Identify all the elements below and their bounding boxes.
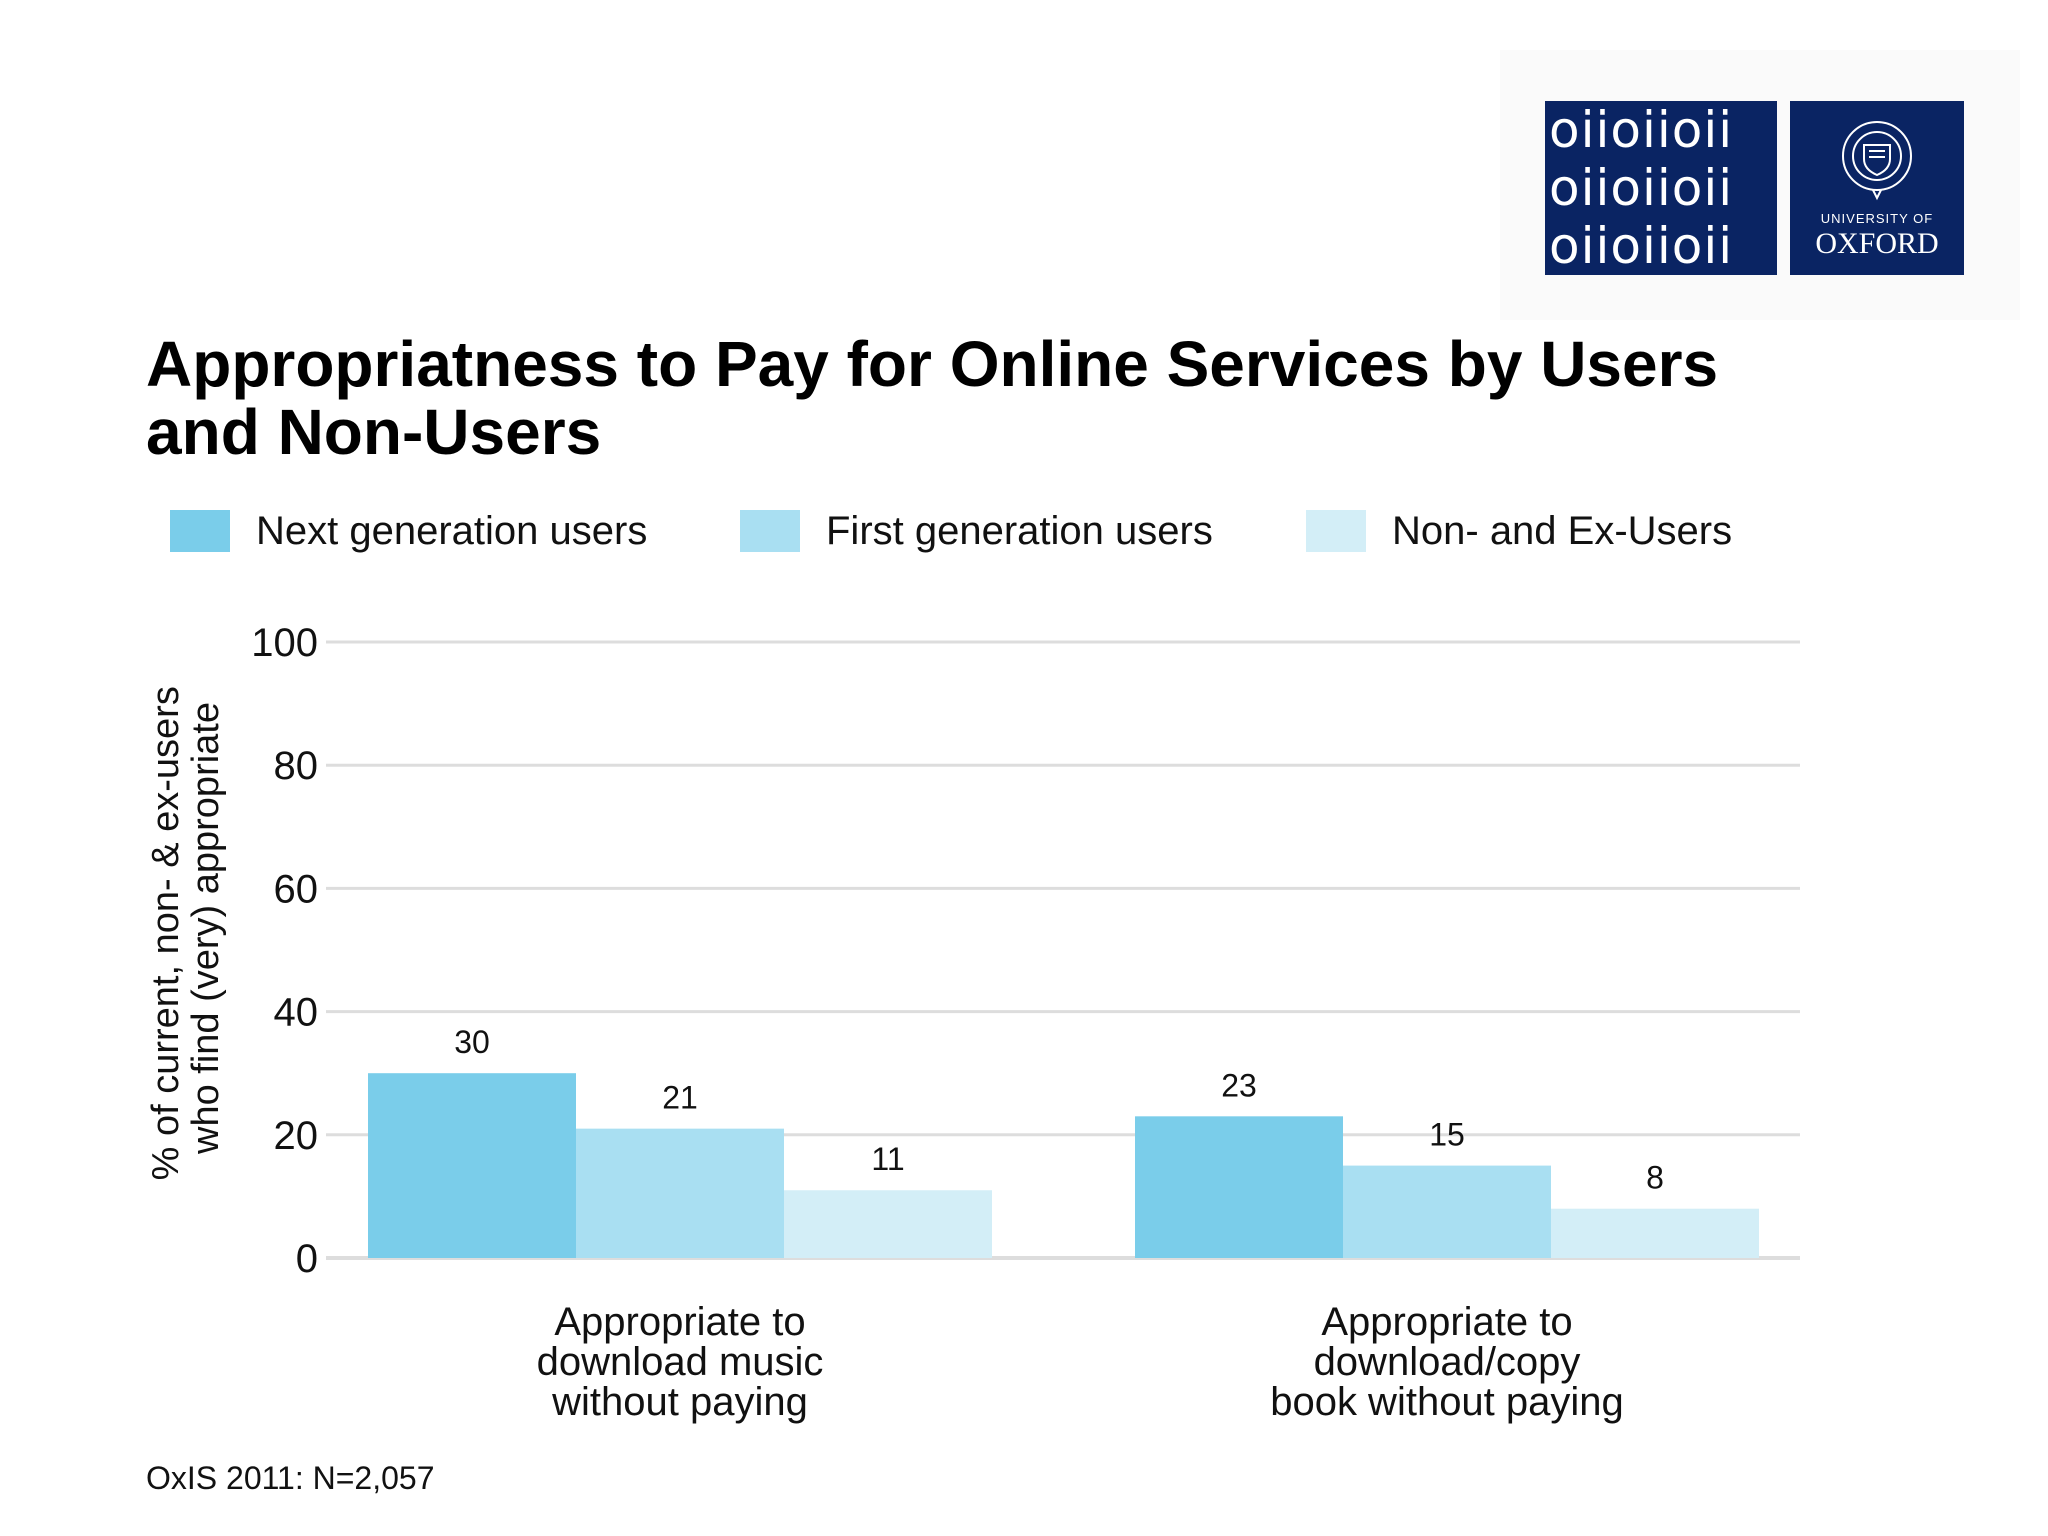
y-axis-title-line: who find (very) appropriate (185, 702, 227, 1155)
category-label: Appropriate to download/copy book without … (1270, 1300, 1624, 1424)
legend-label-next-gen: Next generation users (256, 509, 648, 553)
oii-logo-row: oiioiioii (1549, 159, 1734, 217)
bar-value-label: 15 (1429, 1117, 1465, 1153)
bar-value-label: 23 (1221, 1067, 1257, 1103)
bar (368, 1073, 576, 1258)
category-label-line: download music (537, 1340, 824, 1384)
y-axis-ticks: 0 20 40 60 80 100 (251, 621, 318, 1281)
oii-logo: oiioiioii oiioiioii oiioiioii (1545, 101, 1777, 275)
bars (368, 1073, 1759, 1258)
oxford-university-of: UNIVERSITY OF (1821, 211, 1933, 226)
bar (1135, 1116, 1343, 1258)
legend-swatch-first-gen (740, 510, 800, 552)
category-label: Appropriate to download music without payi… (537, 1300, 824, 1424)
category-labels: Appropriate to download music without payi… (537, 1300, 1624, 1424)
category-label-line: book without paying (1270, 1380, 1624, 1424)
chart-legend: Next generation users First generation u… (170, 506, 1770, 556)
bar-value-label: 8 (1646, 1160, 1664, 1196)
bar (784, 1190, 992, 1258)
oxford-logo: UNIVERSITY OF OXFORD (1790, 101, 1964, 275)
oii-logo-row: oiioiioii (1549, 217, 1734, 275)
y-tick-label: 100 (251, 621, 318, 665)
bar-value-label: 11 (871, 1141, 904, 1177)
legend-swatch-next-gen (170, 510, 230, 552)
oii-logo-row: oiioiioii (1549, 101, 1734, 159)
legend-label-first-gen: First generation users (826, 509, 1213, 553)
bar-value-label: 21 (662, 1080, 698, 1116)
bar (1551, 1208, 1759, 1258)
y-tick-label: 80 (274, 744, 319, 788)
y-axis-title: % of current, non- & ex-users who find (… (145, 676, 227, 1181)
legend-swatch-non-ex (1306, 510, 1366, 552)
source-note: OxIS 2011: N=2,057 (146, 1460, 435, 1496)
bar (576, 1128, 784, 1258)
y-tick-label: 60 (274, 867, 319, 911)
y-tick-label: 40 (274, 991, 319, 1035)
y-tick-label: 0 (296, 1237, 318, 1281)
category-label-line: download/copy (1314, 1340, 1581, 1384)
y-axis-title-line: % of current, non- & ex-users (145, 686, 187, 1180)
category-label-line: Appropriate to (554, 1300, 805, 1344)
legend-label-non-ex: Non- and Ex-Users (1392, 509, 1733, 553)
oxford-crest-icon (1842, 121, 1912, 201)
chart-title: Appropriatness to Pay for Online Service… (146, 328, 1719, 468)
data-labels: 30 21 11 23 15 8 (454, 1024, 1664, 1196)
bar (1343, 1165, 1551, 1258)
bar-value-label: 30 (454, 1024, 490, 1060)
oxford-wordmark: OXFORD (1815, 227, 1938, 260)
category-label-line: without paying (551, 1380, 808, 1424)
y-tick-label: 20 (274, 1114, 319, 1158)
category-label-line: Appropriate to (1321, 1300, 1572, 1344)
